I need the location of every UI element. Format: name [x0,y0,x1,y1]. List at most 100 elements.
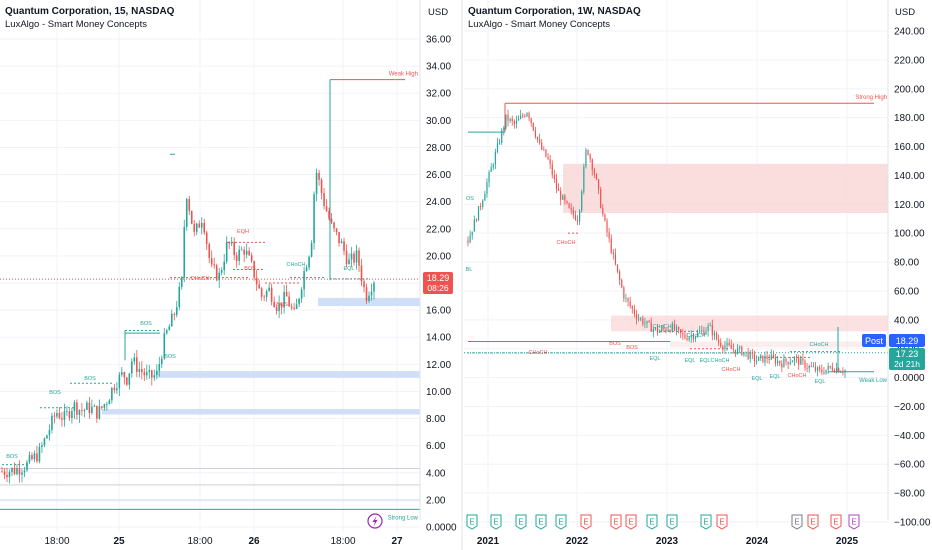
candle-body [688,337,690,340]
candle [475,218,478,223]
candle-body [779,360,781,364]
candle [368,291,370,303]
earnings-marker-icon[interactable]: E [580,514,592,530]
earnings-marker-icon[interactable]: E [466,514,478,530]
earnings-marker-icon[interactable]: E [535,514,547,530]
earnings-marker-shape [490,514,502,530]
right-grid [464,0,888,528]
candle [625,293,627,303]
earnings-marker-icon[interactable]: E [490,514,502,530]
candle [248,247,250,256]
candle [562,194,564,201]
candle [488,170,490,188]
earnings-marker-icon[interactable]: E [666,514,678,530]
candle-body [625,298,627,299]
candle-body [36,453,38,462]
candle-body [581,191,583,211]
candle-body [840,372,842,373]
candle [335,227,338,236]
candle-body [644,323,646,325]
candle [283,285,285,314]
candle [471,231,473,240]
candle-body [709,325,711,326]
structure-label: CHoCH [788,373,807,379]
earnings-marker-icon[interactable]: E [700,514,712,530]
candle [730,339,732,349]
candle [195,222,198,236]
lightning-icon[interactable] [367,513,383,529]
earnings-marker-icon[interactable]: E [646,514,658,530]
candle-body [585,149,587,167]
candle [126,376,128,387]
candle-body [136,357,138,372]
candle [190,210,193,225]
candle [532,122,534,132]
candle-body [163,333,166,359]
candle [173,312,176,321]
candle [250,252,253,263]
candle [566,200,568,205]
candle [829,365,831,369]
candle [581,189,583,213]
candle-body [656,327,659,333]
candle-body [817,367,819,371]
earnings-marker-shape [535,514,547,530]
candle [486,178,488,198]
left-price-tag [423,272,453,294]
right-structure: Strong High Weak Low [464,95,888,384]
candle [515,115,518,129]
candle-body [8,471,11,478]
earnings-marker-icon[interactable]: E [830,514,842,530]
earnings-marker-icon[interactable]: E [848,514,860,530]
structure-label: CHoCH [687,333,706,339]
candle [469,230,471,244]
x-tick-label: 26 [248,536,260,547]
candle-body [310,243,313,257]
earnings-marker-icon[interactable]: E [807,514,819,530]
right-y-axis[interactable]: 240.00 220.00 200.00 180.00 160.00 140.00 120.… [894,27,931,529]
earnings-marker-icon[interactable]: E [515,514,527,530]
left-y-axis[interactable]: 36.00 34.00 32.00 30.00 28.00 26.00 24.00 22.00… [426,35,457,534]
candle [58,406,61,420]
candle-body [539,139,541,143]
candle [555,173,558,194]
candle-body [530,118,532,123]
candle [709,322,711,327]
candle-body [250,255,253,261]
candle-body [772,354,774,358]
candle-body [574,214,577,220]
candle [536,136,539,143]
candle [513,119,515,129]
earnings-marker-icon[interactable]: E [791,514,803,530]
candle [793,355,796,366]
right-chart-pane[interactable]: Strong High Weak Low OS BL CHoCH CHoCH BOS CHo… [464,0,931,547]
earnings-marker-icon[interactable]: E [625,514,637,530]
y-tick-label: 60.00 [894,286,919,297]
right-chart-title: Quantum Corporation, 1W, NASDAQ [468,6,641,17]
candle-body [667,330,669,332]
structure-label: CHoCH [287,262,306,268]
candle-body [608,232,610,239]
candle [155,364,158,380]
right-x-axis[interactable]: 2021 2022 2023 2024 2025 [477,536,859,547]
candle-body [313,194,315,244]
candle-body [827,366,829,370]
candle [38,443,41,464]
candle [300,287,303,303]
candle [170,309,173,327]
left-x-axis[interactable]: 18:00 25 18:00 26 18:00 27 [44,536,403,547]
candle [667,326,669,332]
candle [220,267,223,276]
candle-body [308,256,310,268]
earnings-marker-icon[interactable]: E [610,514,622,530]
price-level-label: Weak Low [859,378,888,384]
candle-body [345,250,348,265]
candle [707,322,709,337]
earnings-marker-icon[interactable]: E [555,514,567,530]
candle-body [486,182,488,194]
earnings-marker-icon[interactable]: E [716,514,728,530]
candle-body [736,347,739,354]
candle [31,452,33,461]
